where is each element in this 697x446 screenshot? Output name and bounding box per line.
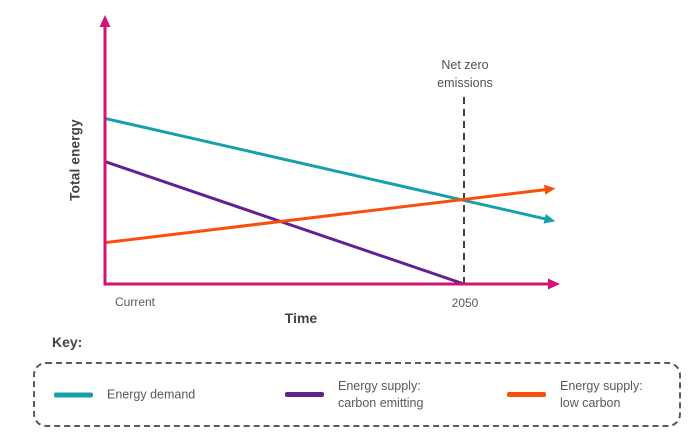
key-title: Key:: [52, 334, 83, 350]
low-carbon-swatch: [507, 392, 546, 397]
legend-box: Energy demand Energy supply: carbon emit…: [33, 362, 681, 427]
chart-canvas: [99, 15, 560, 290]
legend-item-energy-demand: Energy demand: [54, 386, 195, 403]
energy-demand-swatch: [54, 392, 93, 397]
carbon-emitting-swatch: [285, 392, 324, 397]
energy-demand-label: Energy demand: [107, 387, 196, 401]
series-line-energy-supply: [104, 184, 556, 245]
legend-item-low-carbon: Energy supply: low carbon: [507, 378, 643, 412]
carbon-emitting-label: Energy supply: carbon emitting: [338, 378, 424, 410]
x-axis-label: Time: [284, 310, 318, 326]
x-tick-2050: 2050: [451, 296, 479, 310]
legend-item-carbon-emitting: Energy supply: carbon emitting: [285, 378, 423, 412]
low-carbon-label: Energy supply: low carbon: [560, 378, 643, 410]
series-line-energy-demand: [104, 116, 556, 224]
y-axis-label: Total energy: [67, 119, 83, 201]
x-tick-current: Current: [114, 295, 156, 309]
net-zero-annotation-label: Net zero emissions: [437, 58, 493, 90]
series-line-energy-supply: [104, 160, 465, 286]
